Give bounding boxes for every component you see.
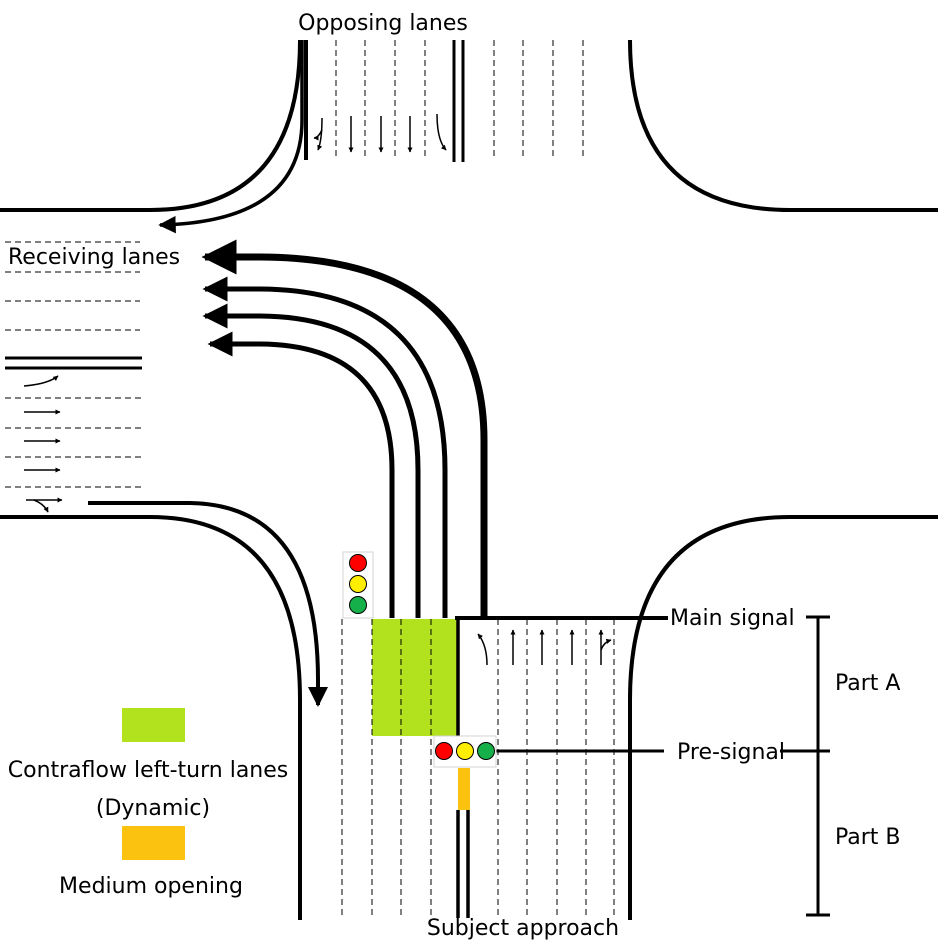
west-left-turn-path	[88, 501, 328, 707]
lane-arrow	[317, 117, 323, 151]
part-a-label: Part A	[835, 671, 900, 696]
legend-medium-opening-label: Medium opening	[59, 874, 243, 899]
lane-arrow	[477, 633, 488, 666]
lane-arrow	[23, 375, 59, 387]
legend-contraflow-label-line2: (Dynamic)	[96, 796, 210, 821]
medium-opening-area	[458, 768, 470, 810]
left-turn-path-3	[202, 276, 448, 618]
north-lane-arrows	[313, 113, 447, 153]
pre-signal-label: Pre-signal	[677, 740, 785, 765]
contraflow-left-turn-area	[372, 619, 458, 736]
left-turn-path-1	[207, 331, 395, 618]
subject-approach-label: Subject approach	[427, 916, 619, 941]
subject-approach-lane-markings	[341, 619, 615, 918]
opposing-lanes-label: Opposing lanes	[298, 11, 468, 36]
curb-top-left	[0, 39, 302, 212]
curb-top-right	[628, 39, 938, 212]
left-turn-path-2	[202, 303, 421, 618]
road-curbs	[0, 39, 938, 920]
subject-approach-arrows	[477, 629, 612, 666]
legend-medium-opening-swatch	[122, 826, 185, 860]
north-lane-markings	[304, 40, 584, 162]
main-signal-label: Main signal	[670, 606, 795, 631]
receiving-lanes-label: Receiving lanes	[8, 245, 180, 270]
curb-bottom-right	[628, 515, 938, 920]
north-left-turn-path	[158, 40, 304, 234]
main-signal-light	[342, 551, 374, 619]
curb-bottom-left	[0, 515, 302, 920]
parts-bracket	[780, 615, 830, 917]
lane-arrow	[436, 113, 447, 151]
legend-contraflow-label-line1: Contraflow left-turn lanes	[8, 758, 289, 783]
legend-contraflow-swatch	[122, 708, 185, 742]
part-b-label: Part B	[835, 825, 901, 850]
west-lane-arrows	[23, 375, 63, 513]
left-turn-path-4	[201, 239, 488, 618]
pre-signal-light	[433, 735, 497, 768]
turning-paths	[88, 40, 488, 707]
west-lane-markings	[5, 241, 145, 488]
